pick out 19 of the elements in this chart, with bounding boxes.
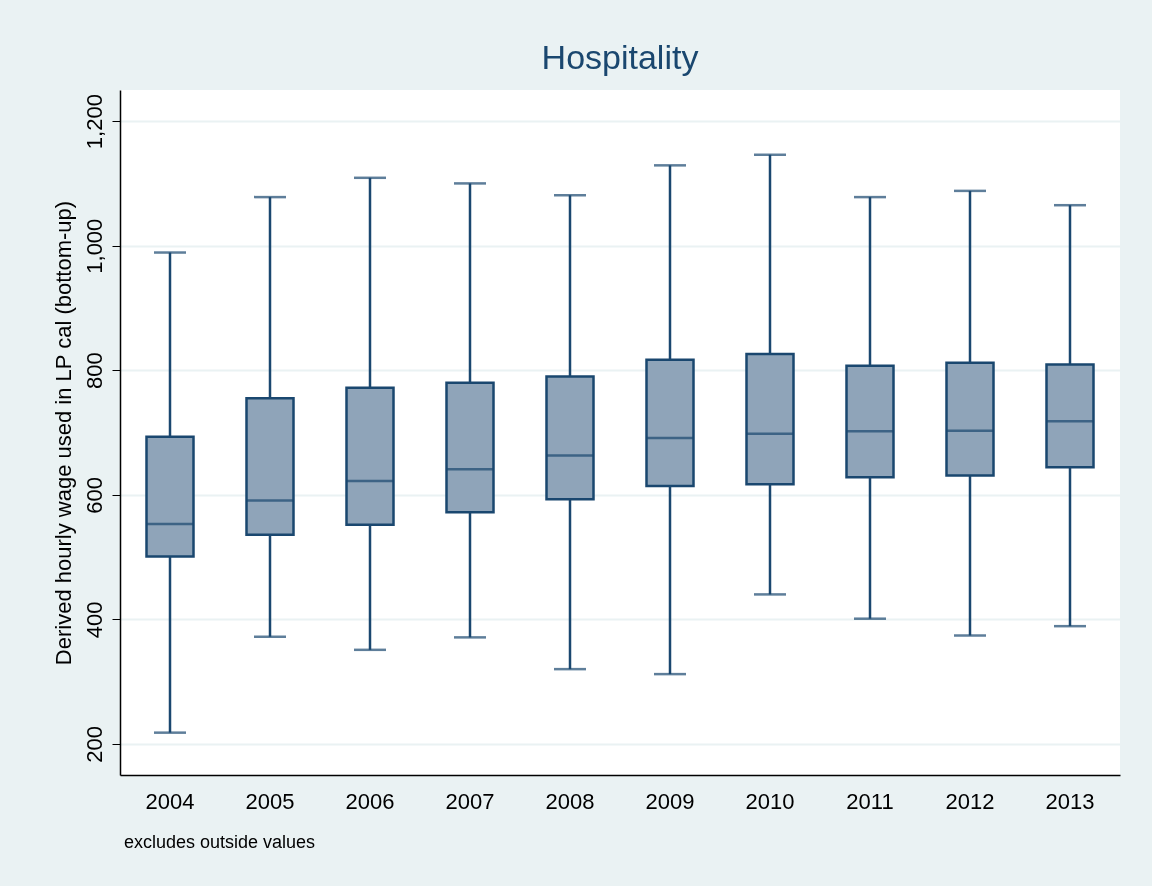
x-tick-label: 2007	[445, 788, 495, 814]
y-tick-label: 400	[81, 601, 107, 639]
chart-title: Hospitality	[541, 38, 699, 76]
text: excludes outside values	[124, 832, 316, 852]
y-tick-label: 600	[81, 476, 107, 514]
y-tick-label: 1,000	[81, 218, 107, 274]
y-tick-label: 1,200	[81, 94, 107, 150]
x-tick-label: 2004	[145, 788, 195, 814]
y-axis-title: Derived hourly wage used in LP cal (bottom-up)	[50, 200, 76, 666]
x-tick-label: 2008	[545, 788, 595, 814]
x-tick-label: 2006	[345, 788, 395, 814]
x-tick-label: 2005	[245, 788, 295, 814]
x-tick-label: 2009	[645, 788, 695, 814]
x-tick-label: 2013	[1045, 788, 1095, 814]
y-tick-label: 200	[81, 726, 107, 763]
x-tick-label: 2011	[846, 788, 894, 814]
x-tick-label: 2010	[745, 788, 795, 814]
x-tick-label: 2012	[945, 788, 995, 814]
y-tick-label: 800	[81, 352, 107, 390]
